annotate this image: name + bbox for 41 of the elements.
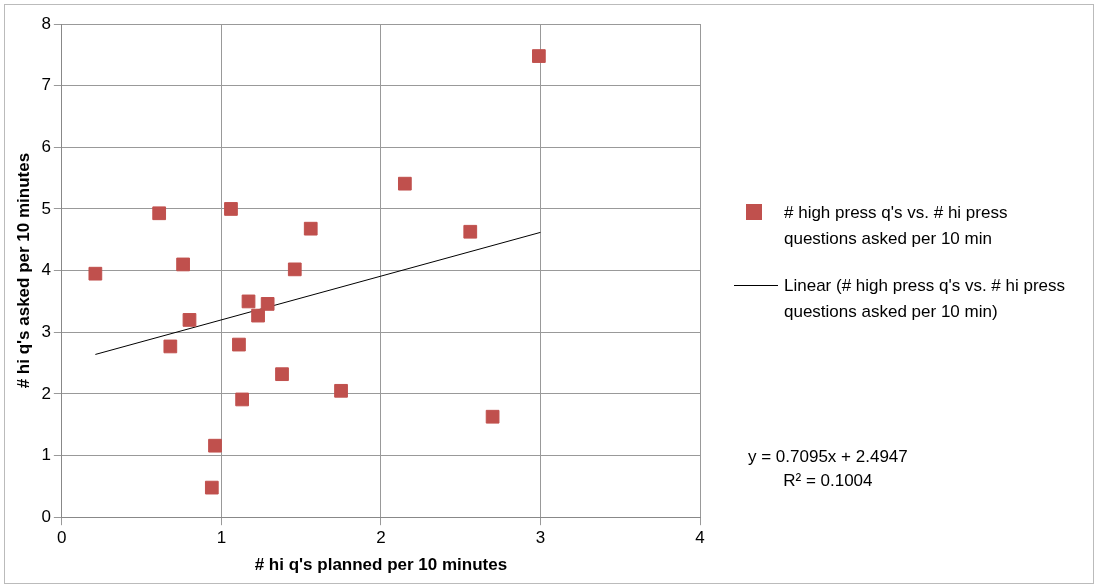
point [463,224,478,239]
y-tick-label: 1 [41,445,51,465]
point [260,297,275,311]
point [152,206,167,221]
point [334,383,348,398]
y-axis-title: # hi q's asked per 10 minutes [13,152,33,389]
text: R² = 0.1004 [782,469,874,492]
point [163,339,178,354]
point [224,202,238,216]
x-tick-label: 4 [695,528,705,548]
y-tick-label: 0 [41,506,51,526]
y-tick-label: 2 [41,383,51,403]
y-tick-label: 5 [41,198,51,218]
point [303,221,318,236]
x-tick-label: 2 [376,528,386,548]
point [485,409,500,424]
legend-label: # high press q's vs. # hi press questions asked per 10 min [784,202,1009,251]
x-tick-label: 3 [535,528,546,548]
point [532,49,546,63]
point [251,308,265,323]
point [232,337,246,352]
point [241,294,256,309]
point [88,266,103,281]
y-tick-label: 7 [41,75,51,95]
point [287,262,302,277]
y-tick-label: 8 [41,13,51,33]
point [275,367,289,382]
point [208,438,222,453]
x-axis-title: # hi q's planned per 10 minutes [254,555,508,575]
x-tick-label: 0 [57,528,67,548]
point [204,480,219,495]
point [182,313,197,327]
point [397,176,412,191]
point [176,257,190,272]
text: y = 0.7095x + 2.4947 [748,446,908,468]
x-tick-label: 1 [216,528,227,548]
y-tick-label: 4 [41,260,51,280]
y-tick-label: 6 [41,136,51,156]
legend-label: Linear (# high press q's vs. # hi press questions asked per 10 min) [784,274,1067,324]
point [235,392,249,407]
y-tick-label: 3 [41,321,51,341]
